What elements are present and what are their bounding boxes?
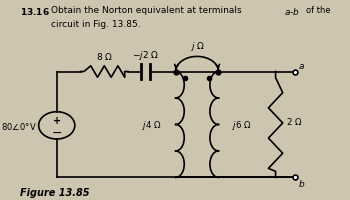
Text: $80\angle 0°\!$ V: $80\angle 0°\!$ V <box>1 120 38 131</box>
Text: +: + <box>53 115 61 125</box>
Text: $-j2\ \Omega$: $-j2\ \Omega$ <box>132 49 159 62</box>
Text: $-$: $-$ <box>51 126 62 139</box>
Text: b: b <box>299 179 304 188</box>
Text: $j\ \Omega$: $j\ \Omega$ <box>190 40 204 53</box>
Text: Obtain the Norton equivalent at terminals: Obtain the Norton equivalent at terminal… <box>50 6 241 15</box>
Text: Figure 13.85: Figure 13.85 <box>20 187 90 197</box>
Text: $8\ \Omega$: $8\ \Omega$ <box>96 51 113 62</box>
Text: $2\ \Omega$: $2\ \Omega$ <box>286 116 302 127</box>
Text: circuit in Fig. 13.85.: circuit in Fig. 13.85. <box>50 20 140 29</box>
Text: a: a <box>299 61 304 70</box>
Text: of the: of the <box>306 6 330 15</box>
Text: $a$-$b$: $a$-$b$ <box>284 6 300 17</box>
Text: $j6\ \Omega$: $j6\ \Omega$ <box>232 118 252 131</box>
Text: $\mathbf{13.16}$: $\mathbf{13.16}$ <box>20 6 50 17</box>
Text: $j4\ \Omega$: $j4\ \Omega$ <box>142 118 162 131</box>
